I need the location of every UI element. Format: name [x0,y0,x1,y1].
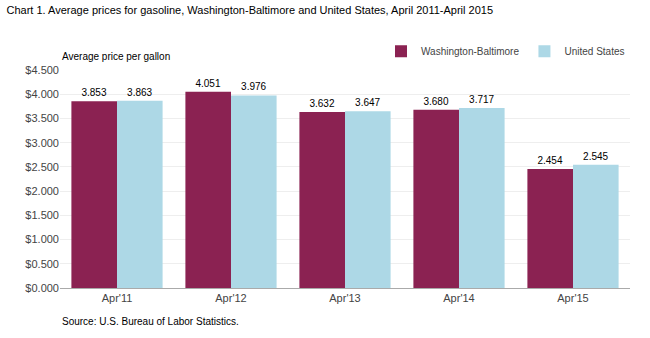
svg-text:3.853: 3.853 [81,87,106,98]
svg-text:3.863: 3.863 [127,87,152,98]
svg-text:Apr'11: Apr'11 [102,292,133,304]
svg-text:$4.500: $4.500 [25,64,59,76]
svg-text:Average price per gallon: Average price per gallon [62,51,170,62]
svg-text:United States: United States [564,46,624,57]
svg-text:2.454: 2.454 [537,155,562,166]
svg-text:$4.000: $4.000 [25,88,59,100]
svg-text:3.632: 3.632 [309,98,334,109]
svg-text:Apr'13: Apr'13 [329,292,360,304]
svg-text:$0.500: $0.500 [25,258,59,270]
svg-text:Source: U.S. Bureau of Labor S: Source: U.S. Bureau of Labor Statistics. [62,316,239,327]
svg-text:Washington-Baltimore: Washington-Baltimore [421,46,519,57]
svg-text:3.976: 3.976 [241,81,266,92]
svg-text:$2.000: $2.000 [25,185,59,197]
svg-text:Chart 1. Average prices for ga: Chart 1. Average prices for gasoline, Wa… [7,4,494,16]
svg-text:$2.500: $2.500 [25,161,59,173]
svg-text:Apr'12: Apr'12 [215,292,246,304]
svg-text:Apr'15: Apr'15 [557,292,588,304]
svg-text:$1.000: $1.000 [25,233,59,245]
svg-text:3.680: 3.680 [423,96,448,107]
svg-text:$3.500: $3.500 [25,112,59,124]
svg-text:3.717: 3.717 [469,94,494,105]
svg-text:4.051: 4.051 [195,78,220,89]
svg-text:$1.500: $1.500 [25,209,59,221]
svg-text:2.545: 2.545 [583,151,608,162]
svg-text:Apr'14: Apr'14 [443,292,474,304]
svg-text:$0.000: $0.000 [25,282,59,294]
svg-text:$3.000: $3.000 [25,137,59,149]
svg-text:3.647: 3.647 [355,97,380,108]
